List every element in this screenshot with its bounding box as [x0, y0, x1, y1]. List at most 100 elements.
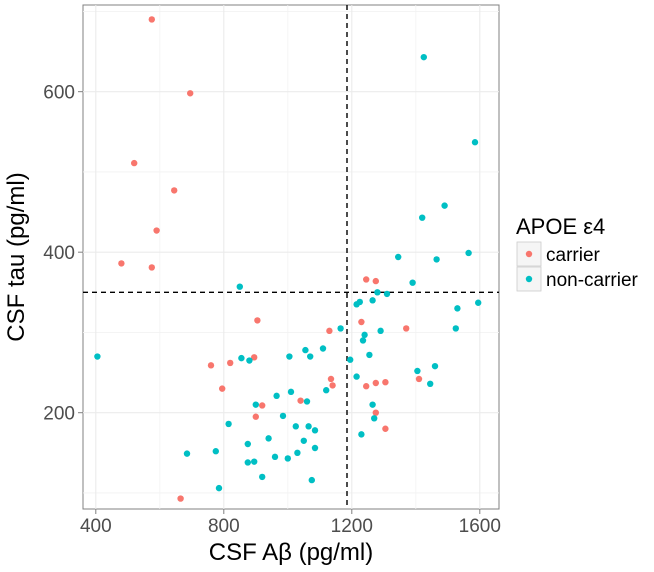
x-axis-title: CSF Aβ (pg/ml) [209, 539, 374, 566]
carrier-point [372, 277, 379, 285]
non-carrier-point [409, 279, 416, 286]
carrier-point [207, 362, 215, 369]
carrier-point [153, 227, 160, 234]
carrier-point [118, 260, 125, 267]
non-carrier-point [251, 458, 258, 465]
non-carrier-point [287, 388, 295, 396]
y-tick-label: 200 [43, 404, 75, 425]
non-carrier-point [377, 327, 384, 335]
carrier-point [372, 409, 379, 416]
y-tick-label: 600 [43, 83, 75, 104]
non-carrier-point [305, 423, 312, 430]
non-carrier-point [292, 423, 299, 430]
non-carrier-point [359, 337, 367, 344]
non-carrier-point [374, 289, 381, 296]
carrier-point [254, 317, 261, 324]
carrier-point [372, 379, 379, 387]
carrier-point [382, 378, 389, 386]
legend: APOE ε4 carrier non-carrier [516, 214, 639, 292]
non-carrier-point [183, 450, 191, 457]
non-carrier-point [427, 380, 434, 388]
non-carrier-point [294, 449, 301, 457]
legend-swatch-non-carrier [525, 275, 533, 283]
non-carrier-point [244, 440, 251, 448]
non-carrier-point [238, 354, 245, 362]
non-carrier-point [454, 305, 461, 312]
non-carrier-point [383, 290, 391, 298]
non-carrier-point [286, 353, 293, 360]
non-carrier-point [311, 427, 319, 434]
legend-label-non-carrier: non-carrier [546, 270, 639, 291]
non-carrier-point [475, 299, 482, 306]
non-carrier-point [337, 325, 344, 332]
non-carrier-point [259, 473, 266, 481]
non-carrier-point [366, 351, 373, 359]
non-carrier-point [369, 297, 376, 304]
carrier-point [177, 495, 184, 502]
non-carrier-point [225, 420, 232, 428]
non-carrier-point [371, 415, 378, 422]
non-carrier-point [244, 459, 251, 466]
legend-swatch-carrier [525, 250, 533, 258]
non-carrier-point [323, 387, 330, 394]
x-tick-label: 400 [80, 516, 112, 537]
carrier-point [227, 359, 234, 367]
carrier-point [148, 264, 155, 271]
carrier-point [358, 318, 365, 326]
non-carrier-point [452, 325, 459, 332]
x-tick-label: 1200 [331, 516, 373, 537]
non-carrier-point [465, 249, 472, 257]
non-carrier-point [302, 346, 309, 354]
non-carrier-point [236, 283, 243, 290]
non-carrier-point [246, 357, 253, 364]
carrier-point [327, 375, 335, 383]
carrier-point [171, 187, 178, 194]
non-carrier-point [303, 398, 311, 405]
non-carrier-point [420, 53, 427, 61]
non-carrier-point [307, 353, 314, 360]
non-carrier-point [212, 448, 219, 455]
non-carrier-point [471, 139, 479, 146]
non-carrier-point [369, 401, 376, 408]
x-tick-label: 1600 [459, 516, 501, 537]
carrier-point [219, 385, 226, 392]
non-carrier-point [419, 214, 426, 221]
reference-lines [83, 5, 499, 509]
legend-entries: carrier non-carrier [516, 241, 639, 292]
non-carrier-point [361, 331, 368, 339]
y-axis-title: CSF tau (pg/ml) [3, 172, 30, 341]
x-tick-label: 800 [208, 516, 240, 537]
carrier-point [326, 327, 333, 335]
non-carrier-point [273, 392, 280, 400]
data-points [94, 16, 482, 502]
y-tick-label: 400 [43, 243, 75, 264]
non-carrier-point [358, 431, 365, 438]
non-carrier-point [319, 345, 327, 352]
non-carrier-point [395, 253, 402, 261]
non-carrier-point [353, 301, 360, 308]
non-carrier-point [311, 444, 319, 452]
non-carrier-point [414, 367, 421, 375]
non-carrier-point [94, 353, 101, 360]
carrier-point [252, 413, 259, 420]
legend-title: APOE ε4 [516, 214, 605, 239]
x-axis: 400 800 1200 1600 [80, 509, 501, 537]
non-carrier-point [347, 356, 354, 363]
non-carrier-point [433, 256, 440, 263]
carrier-point [403, 325, 410, 332]
carrier-point [259, 402, 266, 409]
carrier-point [415, 375, 423, 383]
carrier-point [297, 397, 304, 404]
carrier-point [382, 425, 389, 432]
non-carrier-point [308, 476, 315, 484]
carrier-point [187, 90, 194, 97]
non-carrier-point [265, 435, 272, 442]
non-carrier-point [284, 455, 291, 462]
carrier-point [329, 382, 336, 389]
carrier-point [148, 16, 155, 23]
non-carrier-point [279, 412, 287, 420]
carrier-point [251, 354, 258, 361]
plot-panel [82, 4, 500, 510]
y-axis: 200 400 600 [43, 83, 83, 425]
